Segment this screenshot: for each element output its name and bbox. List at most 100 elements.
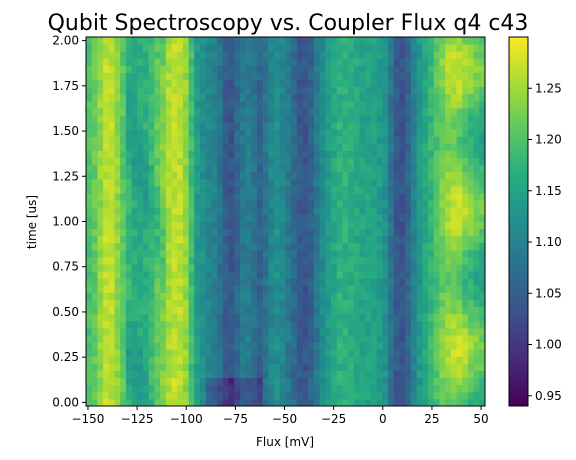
heatmap-cell — [462, 221, 469, 229]
heatmap-cell — [353, 313, 360, 322]
heatmap-cell — [462, 320, 469, 329]
heatmap-cell — [108, 384, 115, 393]
heatmap-cell — [114, 86, 121, 95]
heatmap-cell — [399, 100, 406, 109]
heatmap-cell — [445, 292, 452, 300]
heatmap-cell — [86, 86, 93, 95]
heatmap-cell — [194, 164, 201, 173]
heatmap-cell — [188, 100, 195, 109]
heatmap-cell — [467, 398, 474, 407]
heatmap-cell — [405, 214, 412, 222]
heatmap-cell — [479, 391, 486, 400]
heatmap-cell — [445, 86, 452, 95]
heatmap-cell — [274, 306, 281, 315]
heatmap-cell — [422, 292, 429, 300]
heatmap-cell — [308, 384, 315, 393]
heatmap-cell — [479, 256, 486, 265]
heatmap-cell — [222, 157, 229, 166]
heatmap-cell — [245, 299, 252, 308]
heatmap-cell — [342, 278, 349, 286]
heatmap-cell — [291, 58, 298, 66]
heatmap-cell — [268, 200, 275, 208]
heatmap-cell — [228, 285, 235, 293]
heatmap-cell — [120, 356, 127, 364]
heatmap-cell — [405, 377, 412, 386]
heatmap-cell — [91, 143, 98, 151]
heatmap-cell — [319, 278, 326, 286]
heatmap-cell — [353, 292, 360, 300]
heatmap-cell — [382, 235, 389, 244]
heatmap-cell — [171, 214, 178, 222]
heatmap-cell — [479, 157, 486, 166]
heatmap-cell — [211, 129, 218, 137]
heatmap-cell — [86, 150, 93, 159]
heatmap-cell — [473, 186, 480, 194]
heatmap-cell — [467, 235, 474, 244]
heatmap-cell — [359, 363, 366, 371]
heatmap-cell — [148, 136, 155, 144]
heatmap-cell — [450, 391, 457, 400]
heatmap-cell — [131, 249, 138, 258]
heatmap-cell — [410, 356, 417, 364]
heatmap-cell — [445, 51, 452, 59]
heatmap-cell — [285, 228, 292, 237]
heatmap-cell — [331, 370, 338, 379]
heatmap-cell — [296, 164, 303, 173]
heatmap-cell — [205, 292, 212, 300]
heatmap-cell — [325, 271, 332, 279]
heatmap-cell — [359, 398, 366, 407]
heatmap-cell — [86, 349, 93, 357]
heatmap-cell — [131, 193, 138, 201]
heatmap-cell — [125, 363, 132, 371]
heatmap-cell — [388, 51, 395, 59]
heatmap-cell — [274, 320, 281, 329]
heatmap-cell — [182, 178, 189, 187]
heatmap-cell — [393, 44, 400, 52]
heatmap-cell — [399, 228, 406, 237]
heatmap-cell — [331, 271, 338, 279]
heatmap-cell — [205, 313, 212, 322]
heatmap-cell — [462, 100, 469, 109]
heatmap-cell — [239, 186, 246, 194]
heatmap-cell — [262, 93, 269, 102]
heatmap-cell — [200, 271, 207, 279]
heatmap-cell — [160, 150, 167, 159]
heatmap-cell — [239, 136, 246, 144]
heatmap-cell — [228, 136, 235, 144]
heatmap-cell — [137, 349, 144, 357]
heatmap-cell — [428, 299, 435, 308]
heatmap-cell — [353, 200, 360, 208]
heatmap-cell — [353, 299, 360, 308]
heatmap-cell — [86, 271, 93, 279]
heatmap-cell — [239, 370, 246, 379]
heatmap-cell — [251, 235, 258, 244]
heatmap-cell — [393, 143, 400, 151]
heatmap-cell — [331, 207, 338, 215]
heatmap-cell — [279, 342, 286, 350]
heatmap-cell — [450, 370, 457, 379]
heatmap-cell — [131, 37, 138, 45]
heatmap-cell — [177, 214, 184, 222]
heatmap-cell — [405, 143, 412, 151]
heatmap-cell — [450, 44, 457, 52]
heatmap-cell — [479, 51, 486, 59]
heatmap-cell — [348, 214, 355, 222]
heatmap-cell — [325, 79, 332, 88]
heatmap-cell — [348, 37, 355, 45]
heatmap-cell — [165, 44, 172, 52]
heatmap-cell — [108, 391, 115, 400]
heatmap-cell — [291, 313, 298, 322]
heatmap-cell — [348, 242, 355, 251]
heatmap-cell — [108, 349, 115, 357]
heatmap-cell — [371, 150, 378, 159]
heatmap-cell — [399, 342, 406, 350]
heatmap-cell — [399, 256, 406, 265]
heatmap-cell — [137, 193, 144, 201]
heatmap-cell — [365, 178, 372, 187]
heatmap-cell — [228, 129, 235, 137]
heatmap-cell — [125, 249, 132, 258]
heatmap-cell — [479, 143, 486, 151]
heatmap-cell — [154, 299, 161, 308]
heatmap-cell — [348, 207, 355, 215]
heatmap-cell — [268, 171, 275, 180]
